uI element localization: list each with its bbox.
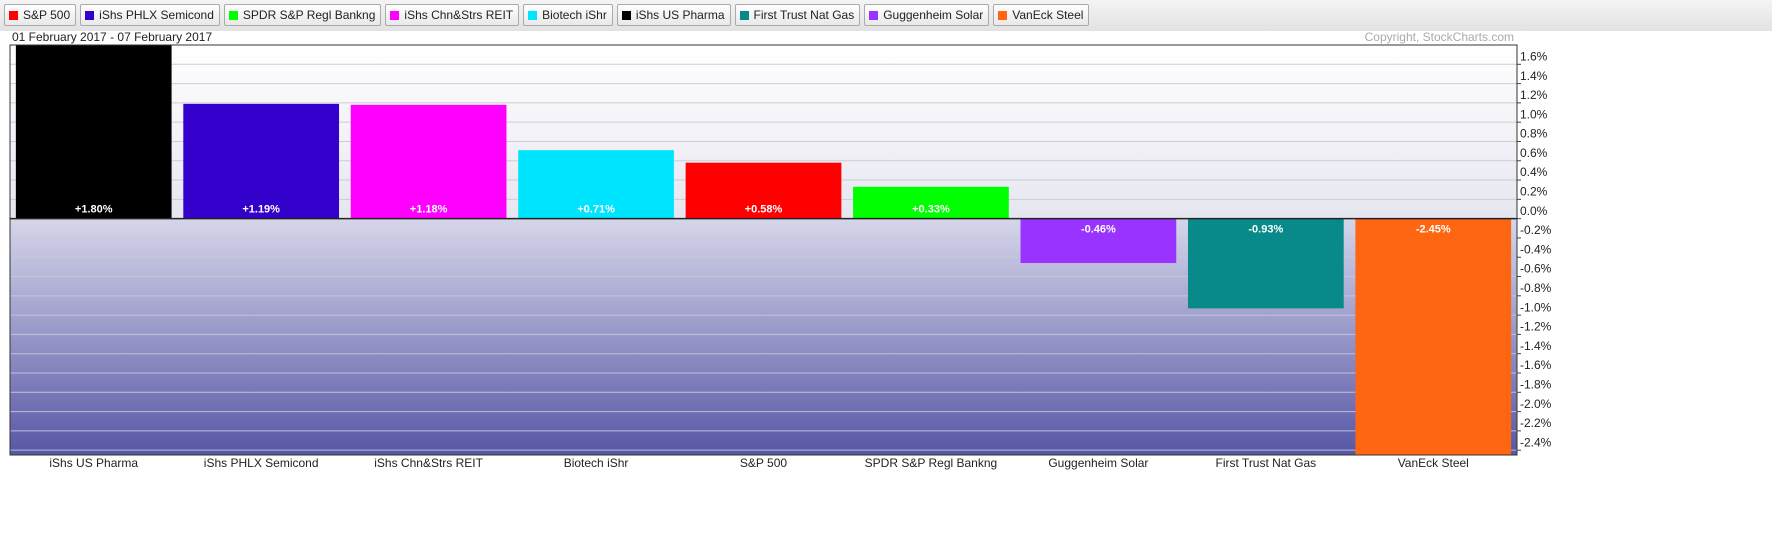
bar <box>183 103 340 219</box>
legend-label: S&P 500 <box>23 8 71 22</box>
bar <box>685 162 842 219</box>
value-label: +1.19% <box>242 204 280 216</box>
value-label: -0.46% <box>1081 224 1116 236</box>
bar <box>350 104 507 219</box>
x-tick-label: iShs PHLX Semicond <box>204 456 319 470</box>
x-tick-label: S&P 500 <box>740 456 787 470</box>
legend-label: First Trust Nat Gas <box>753 8 855 22</box>
value-label: +0.33% <box>912 204 950 216</box>
y-tick-label: -0.6% <box>1520 262 1552 276</box>
legend-button[interactable]: VanEck Steel <box>993 4 1090 26</box>
legend-swatch <box>390 10 400 20</box>
value-label: +1.80% <box>75 204 113 216</box>
bar <box>1355 218 1512 455</box>
bar <box>1020 218 1177 264</box>
y-tick-label: -1.2% <box>1520 320 1552 334</box>
x-tick-label: SPDR S&P Regl Bankng <box>865 456 998 470</box>
y-tick-label: -2.4% <box>1520 435 1552 449</box>
value-label: +0.71% <box>577 204 615 216</box>
legend-swatch <box>869 10 879 20</box>
legend-label: Biotech iShr <box>542 8 607 22</box>
bar <box>15 45 172 219</box>
x-tick-label: iShs US Pharma <box>49 456 138 470</box>
legend-button[interactable]: iShs Chn&Strs REIT <box>385 4 520 26</box>
y-tick-label: 1.2% <box>1520 88 1548 102</box>
value-label: +0.58% <box>745 204 783 216</box>
legend-button[interactable]: SPDR S&P Regl Bankng <box>223 4 382 26</box>
bar <box>853 186 1009 219</box>
legend-swatch <box>528 10 538 20</box>
value-label: +1.18% <box>410 204 448 216</box>
legend-swatch <box>228 10 238 20</box>
legend-label: VanEck Steel <box>1012 8 1084 22</box>
y-tick-label: -1.4% <box>1520 339 1552 353</box>
y-tick-label: 1.0% <box>1520 107 1548 121</box>
legend-button[interactable]: S&P 500 <box>4 4 77 26</box>
date-range: 01 February 2017 - 07 February 2017 <box>12 31 212 44</box>
legend-swatch <box>9 10 18 20</box>
y-tick-label: 0.4% <box>1520 165 1548 179</box>
y-tick-label: 0.8% <box>1520 127 1548 141</box>
y-tick-label: 1.4% <box>1520 69 1548 83</box>
legend-label: Guggenheim Solar <box>883 8 984 22</box>
y-tick-label: 0.2% <box>1520 185 1548 199</box>
x-tick-label: iShs Chn&Strs REIT <box>374 456 483 470</box>
legend-swatch <box>998 10 1008 20</box>
legend: S&P 500 iShs PHLX Semicond SPDR S&P Regl B… <box>0 0 1772 31</box>
legend-button[interactable]: iShs PHLX Semicond <box>80 4 220 26</box>
legend-label: iShs US Pharma <box>635 8 725 22</box>
legend-label: iShs PHLX Semicond <box>99 8 214 22</box>
y-tick-label: -1.0% <box>1520 300 1552 314</box>
chart: 01 February 2017 - 07 February 2017 Copy… <box>9 31 1552 470</box>
y-tick-label: -0.4% <box>1520 242 1552 256</box>
legend-button[interactable]: First Trust Nat Gas <box>734 4 861 26</box>
x-tick-label: Biotech iShr <box>564 456 629 470</box>
copyright: Copyright, StockCharts.com <box>1365 31 1514 44</box>
y-tick-label: -0.8% <box>1520 281 1552 295</box>
x-tick-label: Guggenheim Solar <box>1048 456 1148 470</box>
legend-button[interactable]: iShs US Pharma <box>616 4 731 26</box>
legend-label: iShs Chn&Strs REIT <box>404 8 514 22</box>
bar <box>1187 218 1344 309</box>
legend-swatch <box>739 10 749 20</box>
y-tick-label: -1.8% <box>1520 377 1552 391</box>
plot-frame <box>9 44 1518 456</box>
legend-label: SPDR S&P Regl Bankng <box>242 8 376 22</box>
y-tick-label: 0.0% <box>1520 204 1548 218</box>
x-tick-label: VanEck Steel <box>1398 456 1469 470</box>
bar <box>518 150 674 219</box>
legend-swatch <box>85 10 95 20</box>
y-tick-label: 0.6% <box>1520 146 1548 160</box>
y-tick-label: -1.6% <box>1520 358 1552 372</box>
x-tick-label: First Trust Nat Gas <box>1215 456 1316 470</box>
value-label: -0.93% <box>1248 224 1283 236</box>
y-tick-label: -0.2% <box>1520 223 1552 237</box>
y-tick-label: 1.6% <box>1520 49 1548 63</box>
legend-button[interactable]: Biotech iShr <box>523 4 613 26</box>
y-tick-label: -2.2% <box>1520 416 1552 430</box>
y-tick-label: -2.0% <box>1520 397 1552 411</box>
legend-swatch <box>621 10 631 20</box>
value-label: -2.45% <box>1416 224 1451 236</box>
legend-button[interactable]: Guggenheim Solar <box>864 4 990 26</box>
